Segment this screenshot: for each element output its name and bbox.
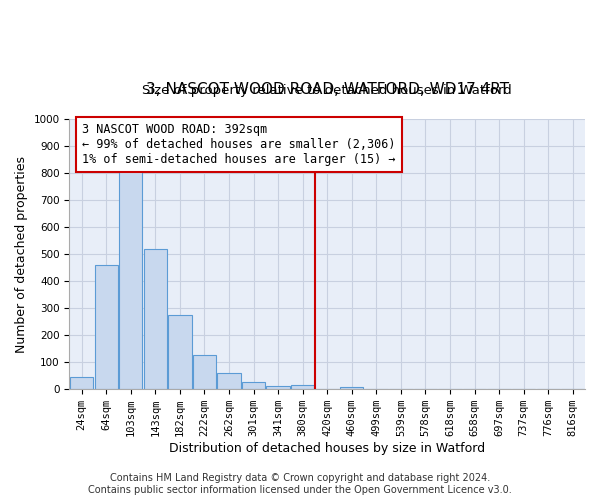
Text: Size of property relative to detached houses in Watford: Size of property relative to detached ho… [142, 84, 512, 97]
Bar [168, 315, 191, 389]
Bar [70, 377, 94, 389]
Bar [95, 265, 118, 389]
Bar [340, 386, 364, 389]
Bar [119, 170, 142, 389]
Text: 3 NASCOT WOOD ROAD: 392sqm
← 99% of detached houses are smaller (2,306)
1% of se: 3 NASCOT WOOD ROAD: 392sqm ← 99% of deta… [82, 123, 396, 166]
Bar [193, 356, 216, 389]
Bar [291, 385, 314, 389]
Bar [266, 386, 290, 389]
X-axis label: Distribution of detached houses by size in Watford: Distribution of detached houses by size … [169, 442, 485, 455]
Title: 3, NASCOT WOOD ROAD, WATFORD, WD17 4RT: 3, NASCOT WOOD ROAD, WATFORD, WD17 4RT [146, 82, 509, 97]
Bar [143, 248, 167, 389]
Bar [242, 382, 265, 389]
Text: Contains HM Land Registry data © Crown copyright and database right 2024.
Contai: Contains HM Land Registry data © Crown c… [88, 474, 512, 495]
Bar [217, 373, 241, 389]
Y-axis label: Number of detached properties: Number of detached properties [15, 156, 28, 352]
